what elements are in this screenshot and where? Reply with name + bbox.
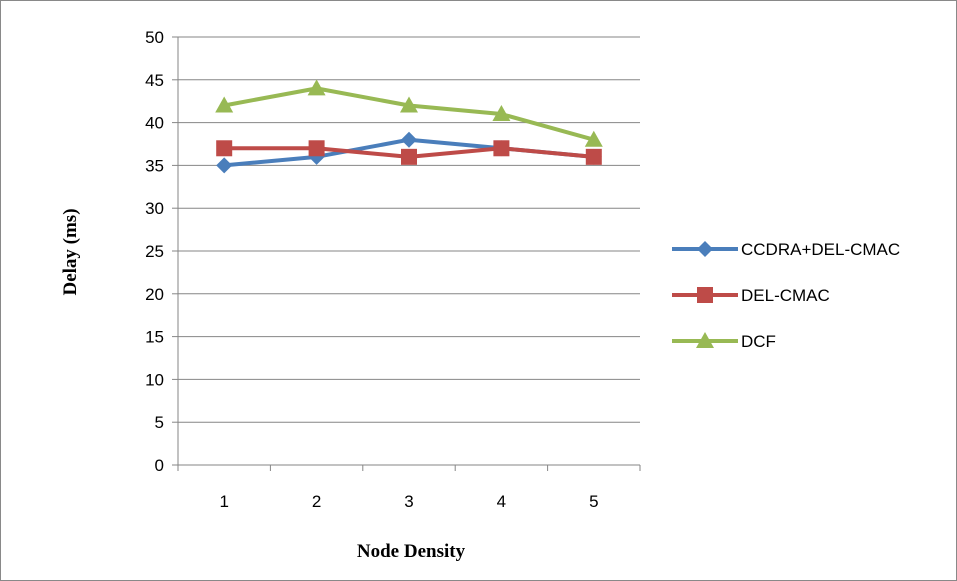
- y-tick-label: 40: [145, 114, 164, 133]
- legend-item: CCDRA+DEL-CMAC: [672, 240, 900, 259]
- y-axis-title: Delay (ms): [60, 208, 81, 295]
- x-tick-label: 2: [312, 492, 321, 511]
- y-tick-label: 50: [145, 28, 164, 47]
- data-point: [585, 148, 602, 165]
- x-tick-label: 1: [219, 492, 228, 511]
- legend-label: DCF: [741, 332, 776, 351]
- data-point: [493, 140, 510, 157]
- x-axis-title: Node Density: [357, 541, 466, 562]
- gridlines: [178, 36, 640, 423]
- y-tick-label: 30: [145, 199, 164, 218]
- data-point: [215, 96, 234, 113]
- legend-label: DEL-CMAC: [741, 286, 830, 305]
- series-1: [216, 140, 602, 165]
- data-point: [401, 148, 417, 165]
- series-2: [215, 79, 603, 147]
- x-tick-label: 5: [589, 492, 598, 511]
- legend-item: DEL-CMAC: [672, 286, 830, 305]
- y-tick-label: 35: [145, 156, 164, 175]
- data-point: [400, 96, 418, 113]
- x-tick-label: 4: [497, 492, 506, 511]
- series-group: [215, 79, 603, 174]
- legend-swatch-marker: [697, 287, 713, 303]
- legend-swatch-marker: [697, 241, 713, 257]
- data-point: [307, 79, 326, 96]
- axes: [172, 36, 641, 471]
- x-tick-label: 3: [404, 492, 413, 511]
- x-tick-labels: 1 2 3 4 5: [219, 492, 598, 511]
- y-tick-label: 20: [145, 285, 164, 304]
- y-tick-label: 45: [145, 71, 164, 90]
- y-tick-label: 15: [145, 328, 164, 347]
- data-point: [401, 131, 417, 148]
- data-point: [308, 140, 325, 157]
- legend: CCDRA+DEL-CMAC DEL-CMAC DCF: [672, 240, 900, 351]
- y-tick-label: 25: [145, 242, 164, 261]
- y-tick-label: 0: [155, 456, 164, 475]
- y-tick-labels: 0 5 10 15 20 25 30 35 40 45 50: [145, 28, 164, 475]
- legend-swatch-marker: [696, 332, 714, 348]
- data-point: [216, 157, 233, 174]
- legend-item: DCF: [672, 332, 776, 351]
- data-point: [584, 130, 603, 147]
- y-tick-label: 5: [155, 413, 164, 432]
- y-tick-label: 10: [145, 370, 164, 389]
- data-point: [216, 140, 233, 157]
- legend-label: CCDRA+DEL-CMAC: [741, 240, 900, 259]
- data-point: [492, 105, 511, 122]
